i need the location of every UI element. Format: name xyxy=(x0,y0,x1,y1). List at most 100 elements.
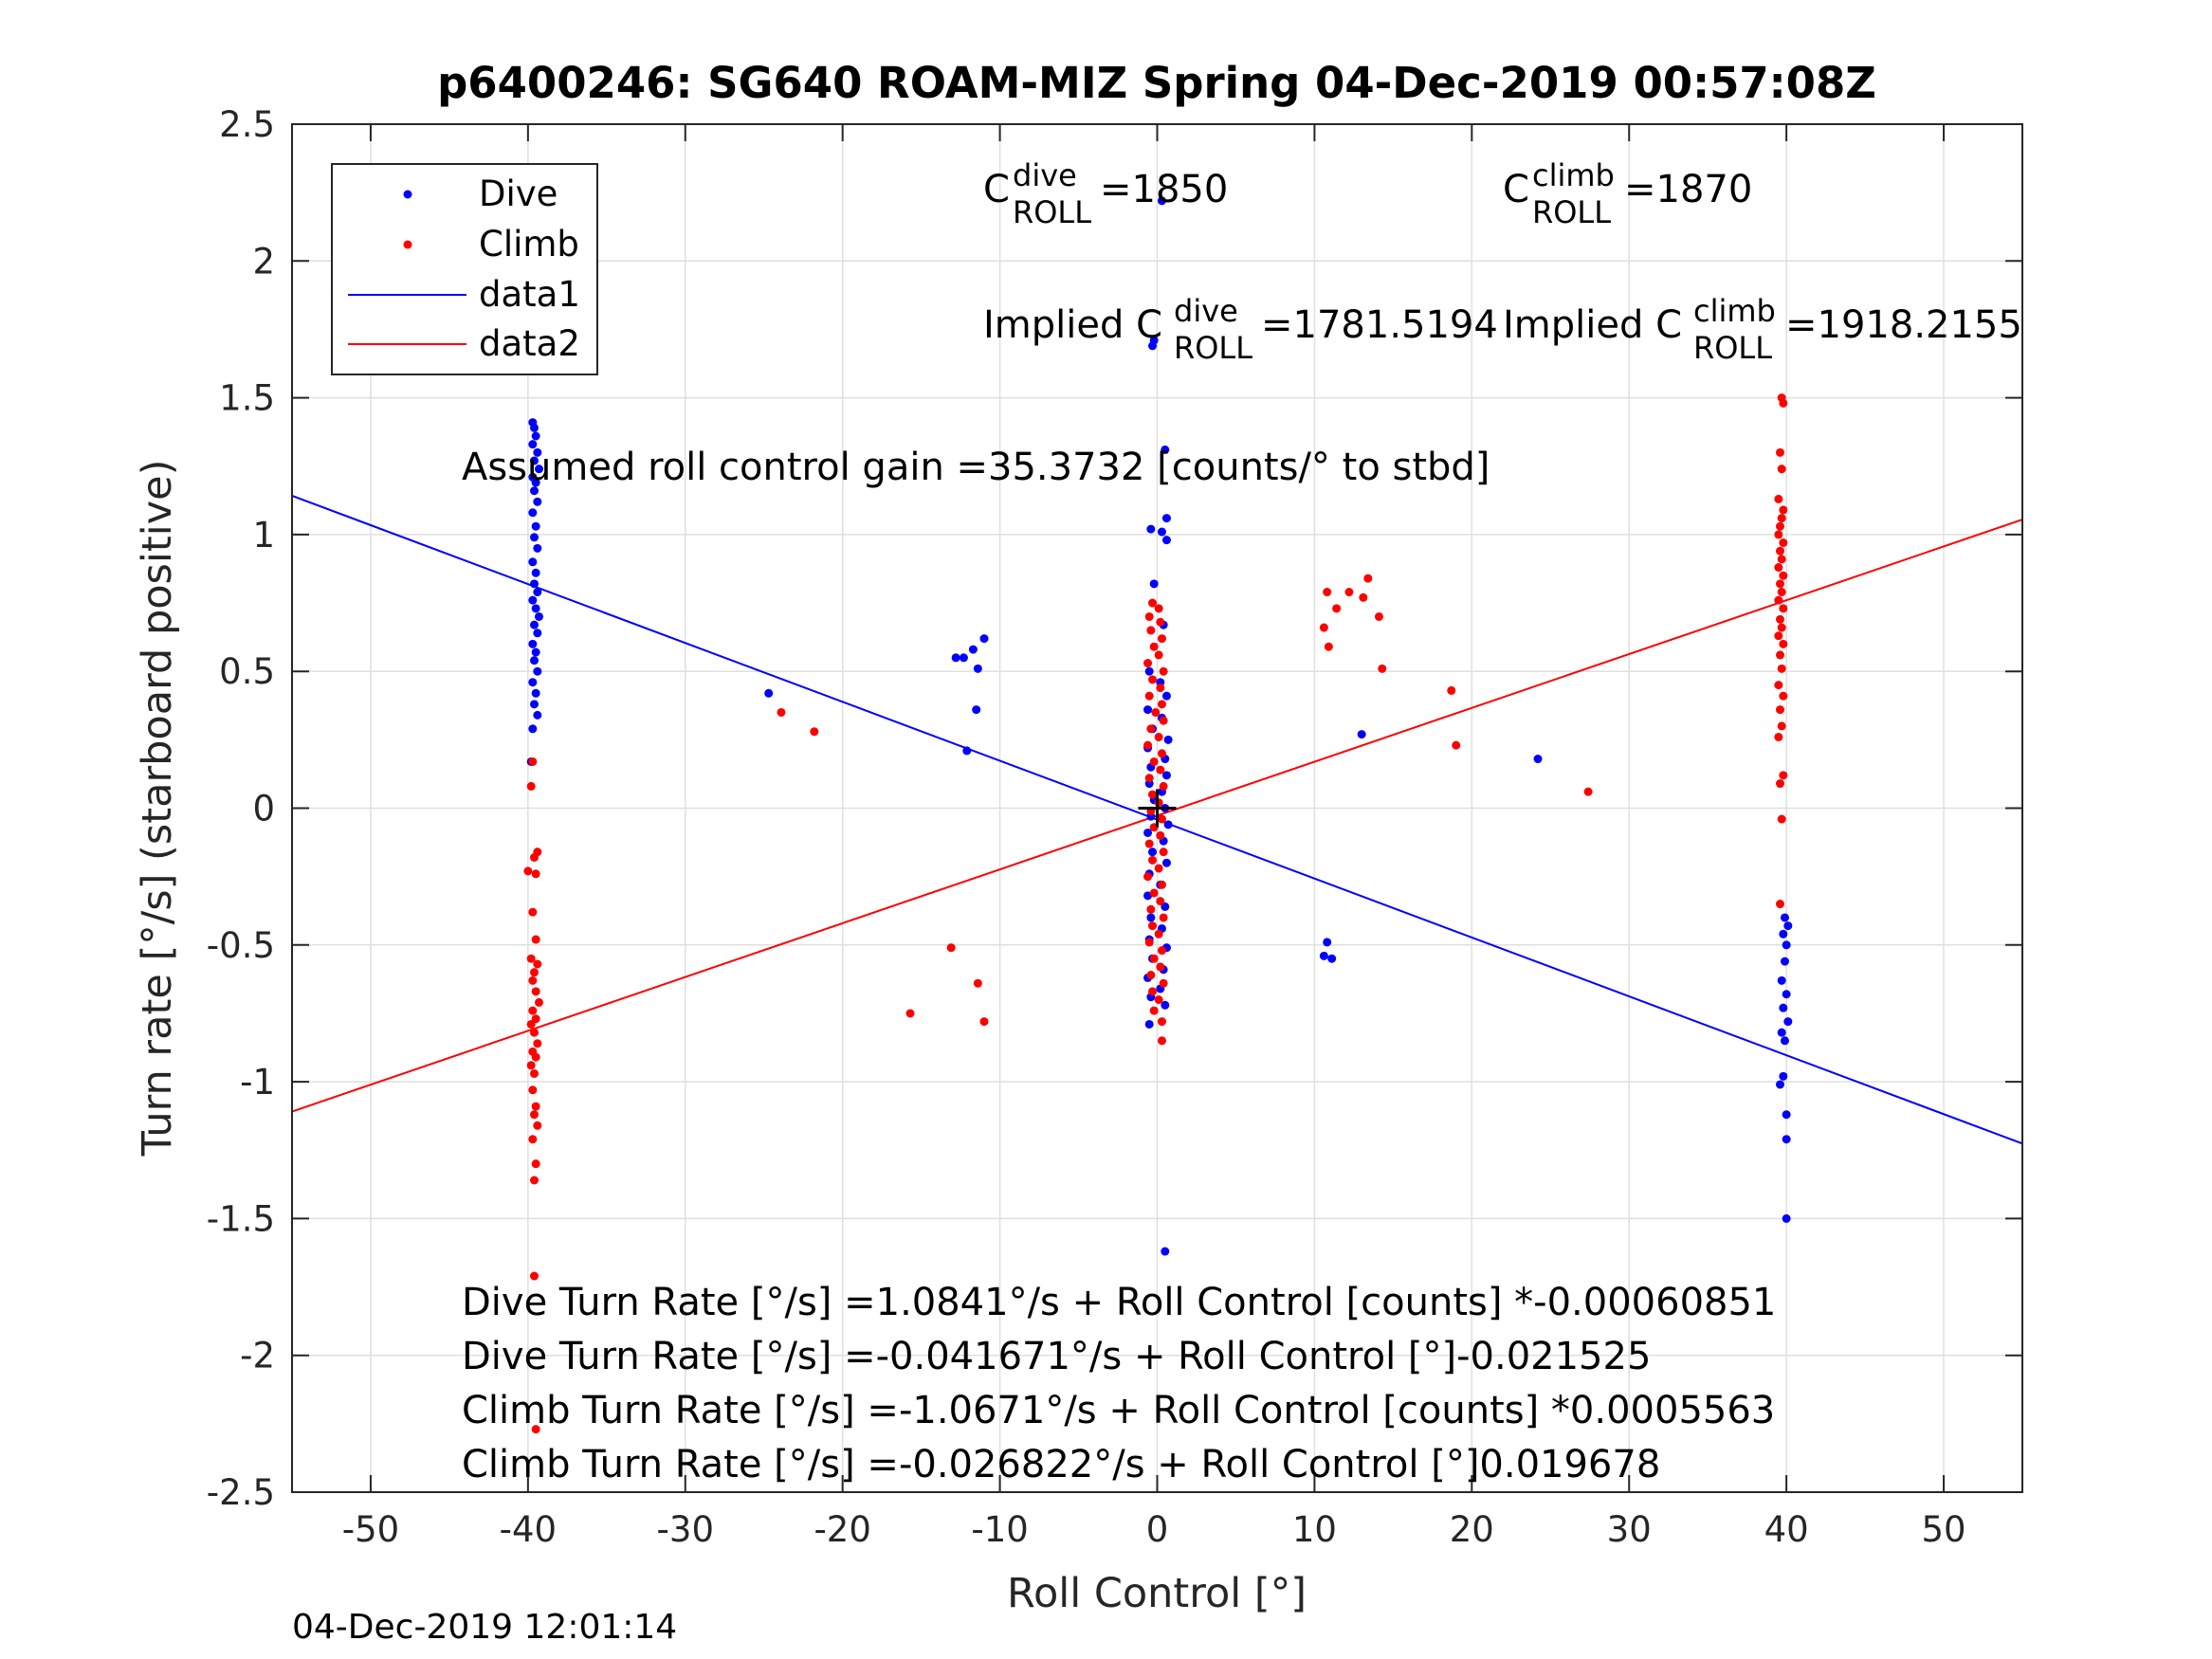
climb-point xyxy=(1583,787,1593,796)
climb-point xyxy=(1777,555,1786,564)
implied-dive-superscript: dive xyxy=(1174,293,1238,329)
climb-point xyxy=(1143,740,1153,750)
climb-point xyxy=(1157,1036,1166,1046)
climb-point xyxy=(1149,954,1159,963)
x-axis-label: Roll Control [°] xyxy=(1007,1570,1307,1617)
climb-point xyxy=(1774,681,1783,690)
c-dive-value: =1850 xyxy=(1100,168,1228,211)
climb-point xyxy=(1146,971,1156,980)
equation-dive-counts: Dive Turn Rate [°/s] =1.0841°/s + Roll C… xyxy=(462,1281,1776,1324)
climb-point xyxy=(1776,614,1784,624)
dive-point xyxy=(1783,921,1793,931)
dive-point xyxy=(1782,1213,1791,1223)
climb-point xyxy=(1776,447,1784,457)
climb-point xyxy=(1776,705,1784,715)
dive-point xyxy=(531,688,540,698)
climb-point xyxy=(905,1009,915,1018)
c-climb-superscript: climb xyxy=(1532,157,1615,193)
climb-point xyxy=(1378,664,1387,673)
climb-point xyxy=(1159,666,1168,676)
climb-point xyxy=(528,757,538,766)
climb-point xyxy=(777,707,786,717)
dive-point xyxy=(1161,514,1171,523)
dive-point xyxy=(1161,445,1170,454)
dive-point xyxy=(1779,929,1788,939)
climb-point xyxy=(1777,514,1786,523)
climb-point xyxy=(526,1061,536,1070)
dive-point xyxy=(531,478,540,487)
y-tick-label: 2.5 xyxy=(219,104,275,145)
y-tick-label: 2 xyxy=(252,241,275,282)
y-tick-label: -1.5 xyxy=(207,1198,275,1239)
climb-point xyxy=(1156,765,1165,775)
climb-point xyxy=(1154,995,1163,1005)
dive-point xyxy=(1776,1080,1784,1089)
implied-climb-subscript: ROLL xyxy=(1693,330,1772,366)
dive-point xyxy=(1144,666,1154,676)
implied-climb-value: =1918.2155 xyxy=(1785,303,2022,347)
dive-point xyxy=(528,595,538,605)
climb-point xyxy=(1148,855,1158,865)
climb-point xyxy=(1779,571,1788,580)
dive-point xyxy=(1146,913,1156,922)
climb-point xyxy=(1154,604,1163,613)
x-tick-label: 0 xyxy=(1146,1509,1169,1550)
legend-marker-dive xyxy=(403,190,412,199)
climb-point xyxy=(1776,521,1784,531)
dive-point xyxy=(531,521,540,531)
climb-point xyxy=(1779,538,1788,548)
dive-point xyxy=(1327,954,1337,963)
climb-point xyxy=(1774,494,1783,503)
climb-point xyxy=(531,1425,540,1434)
implied-dive-subscript: ROLL xyxy=(1174,330,1252,366)
dive-point xyxy=(530,700,539,709)
dive-point xyxy=(1780,957,1789,966)
climb-point xyxy=(810,727,819,737)
climb-point xyxy=(1777,721,1786,731)
dive-point xyxy=(531,647,540,657)
dive-point xyxy=(1777,975,1786,985)
dive-point xyxy=(528,678,538,687)
dive-point xyxy=(1161,771,1171,780)
dive-point xyxy=(973,664,982,673)
climb-point xyxy=(1144,839,1154,848)
y-tick-label: 1 xyxy=(252,515,275,556)
dive-point xyxy=(979,634,989,644)
climb-point xyxy=(1146,626,1156,635)
climb-point xyxy=(1779,771,1788,780)
climb-point xyxy=(973,978,982,988)
climb-point xyxy=(1774,563,1783,573)
x-tick-label: -40 xyxy=(500,1509,557,1550)
climb-point xyxy=(1159,716,1168,725)
climb-point xyxy=(1144,611,1154,621)
climb-point xyxy=(530,1110,539,1120)
dive-point xyxy=(531,568,540,577)
legend-box xyxy=(331,163,598,375)
climb-point xyxy=(1779,398,1788,408)
climb-point xyxy=(523,866,533,876)
climb-point xyxy=(1157,946,1166,956)
climb-point xyxy=(1774,732,1783,741)
climb-point xyxy=(1359,592,1368,602)
equation-dive-degrees: Dive Turn Rate [°/s] =-0.041671°/s + Rol… xyxy=(462,1335,1651,1378)
climb-point xyxy=(1776,650,1784,660)
dive-point xyxy=(959,653,968,663)
climb-point xyxy=(1149,757,1159,766)
climb-point xyxy=(1332,604,1342,613)
climb-point xyxy=(1777,465,1786,474)
dive-point xyxy=(1779,1003,1788,1012)
climb-point xyxy=(533,1121,542,1130)
chart-title: p6400246: SG640 ROAM-MIZ Spring 04-Dec-2… xyxy=(437,58,1876,108)
data-points xyxy=(523,196,1793,1434)
dive-point xyxy=(1157,196,1166,206)
dive-point xyxy=(530,656,539,665)
climb-point xyxy=(531,935,540,944)
implied-climb-superscript: climb xyxy=(1693,293,1776,329)
dive-point xyxy=(1357,730,1366,739)
climb-point xyxy=(1447,685,1456,695)
dive-point xyxy=(533,666,542,676)
dive-point xyxy=(972,705,981,715)
climb-point xyxy=(1779,639,1788,648)
climb-point xyxy=(530,1271,539,1281)
